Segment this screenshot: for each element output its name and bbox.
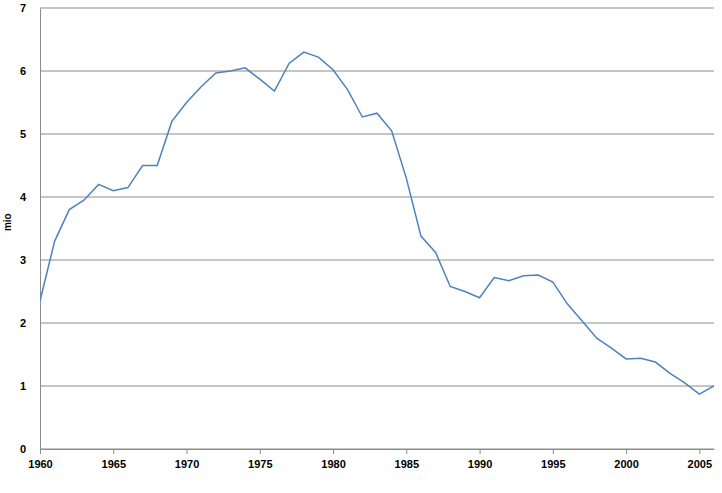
series-line: [40, 52, 714, 394]
x-tick: 1985: [395, 449, 419, 470]
y-axis: 0 1 2 3 4 5 6 7: [20, 2, 41, 455]
y-tick-label: 4: [20, 191, 27, 203]
grid-line: [40, 197, 714, 198]
x-tick-label: 1975: [248, 458, 272, 470]
grid-line: [40, 449, 714, 450]
x-tick: 2000: [614, 449, 638, 470]
x-tick: 1965: [102, 449, 126, 470]
x-tick-mark: [699, 449, 700, 454]
y-tick: 6: [20, 65, 40, 77]
x-tick-label: 1995: [541, 458, 565, 470]
x-tick: 1995: [541, 449, 565, 470]
y-tick: 3: [20, 254, 40, 266]
y-tick: 5: [20, 128, 40, 140]
y-tick-label: 5: [20, 128, 26, 140]
y-tick-label: 3: [20, 254, 26, 266]
x-tick-mark: [260, 449, 261, 454]
y-tick-label: 6: [20, 65, 26, 77]
x-tick: 1990: [468, 449, 492, 470]
x-tick: 1980: [321, 449, 345, 470]
y-tick: 1: [20, 380, 40, 392]
x-tick-mark: [113, 449, 114, 454]
grid-line: [40, 8, 714, 9]
y-tick-label: 1: [20, 380, 26, 392]
x-tick: 1975: [248, 449, 272, 470]
grid: [40, 8, 714, 449]
x-tick-label: 1965: [102, 458, 126, 470]
y-tick: 4: [20, 191, 40, 203]
x-tick: 1960: [28, 449, 52, 470]
y-tick: 7: [20, 2, 40, 14]
x-tick-mark: [553, 449, 554, 454]
y-tick-label: 2: [20, 317, 26, 329]
y-tick: 2: [20, 317, 40, 329]
grid-line: [40, 386, 714, 387]
x-tick-label: 1980: [321, 458, 345, 470]
y-axis-title: mio: [2, 213, 13, 231]
x-tick-mark: [333, 449, 334, 454]
x-tick-mark: [626, 449, 627, 454]
grid-line: [40, 71, 714, 72]
x-tick-label: 1990: [468, 458, 492, 470]
y-tick-label: 7: [20, 2, 26, 14]
x-tick-mark: [187, 449, 188, 454]
x-tick-label: 1970: [175, 458, 199, 470]
grid-line: [40, 260, 714, 261]
x-axis-line: [41, 449, 715, 450]
grid-line: [40, 134, 714, 135]
y-tick: 0: [20, 443, 40, 455]
plot: 0 1 2 3 4 5 6 7 1960 1965 1970 1975 1980 1985 1990 1995…: [20, 2, 715, 470]
series-group: [40, 52, 714, 394]
x-tick-label: 1960: [28, 458, 52, 470]
x-tick: 1970: [175, 449, 199, 470]
x-tick-label: 2000: [614, 458, 638, 470]
chart: 0 1 2 3 4 5 6 7 1960 1965 1970 1975 1980 1985 1990 1995…: [0, 0, 722, 493]
grid-line: [40, 323, 714, 324]
x-tick-label: 1985: [395, 458, 419, 470]
y-axis-line: [40, 9, 41, 450]
x-axis: 1960 1965 1970 1975 1980 1985 1990 1995 2000 2005: [28, 449, 714, 470]
x-tick-mark: [480, 449, 481, 454]
x-tick: 2005: [688, 449, 712, 470]
x-tick-mark: [40, 449, 41, 454]
x-tick-label: 2005: [688, 458, 712, 470]
y-tick-label: 0: [20, 443, 26, 455]
x-tick-mark: [406, 449, 407, 454]
